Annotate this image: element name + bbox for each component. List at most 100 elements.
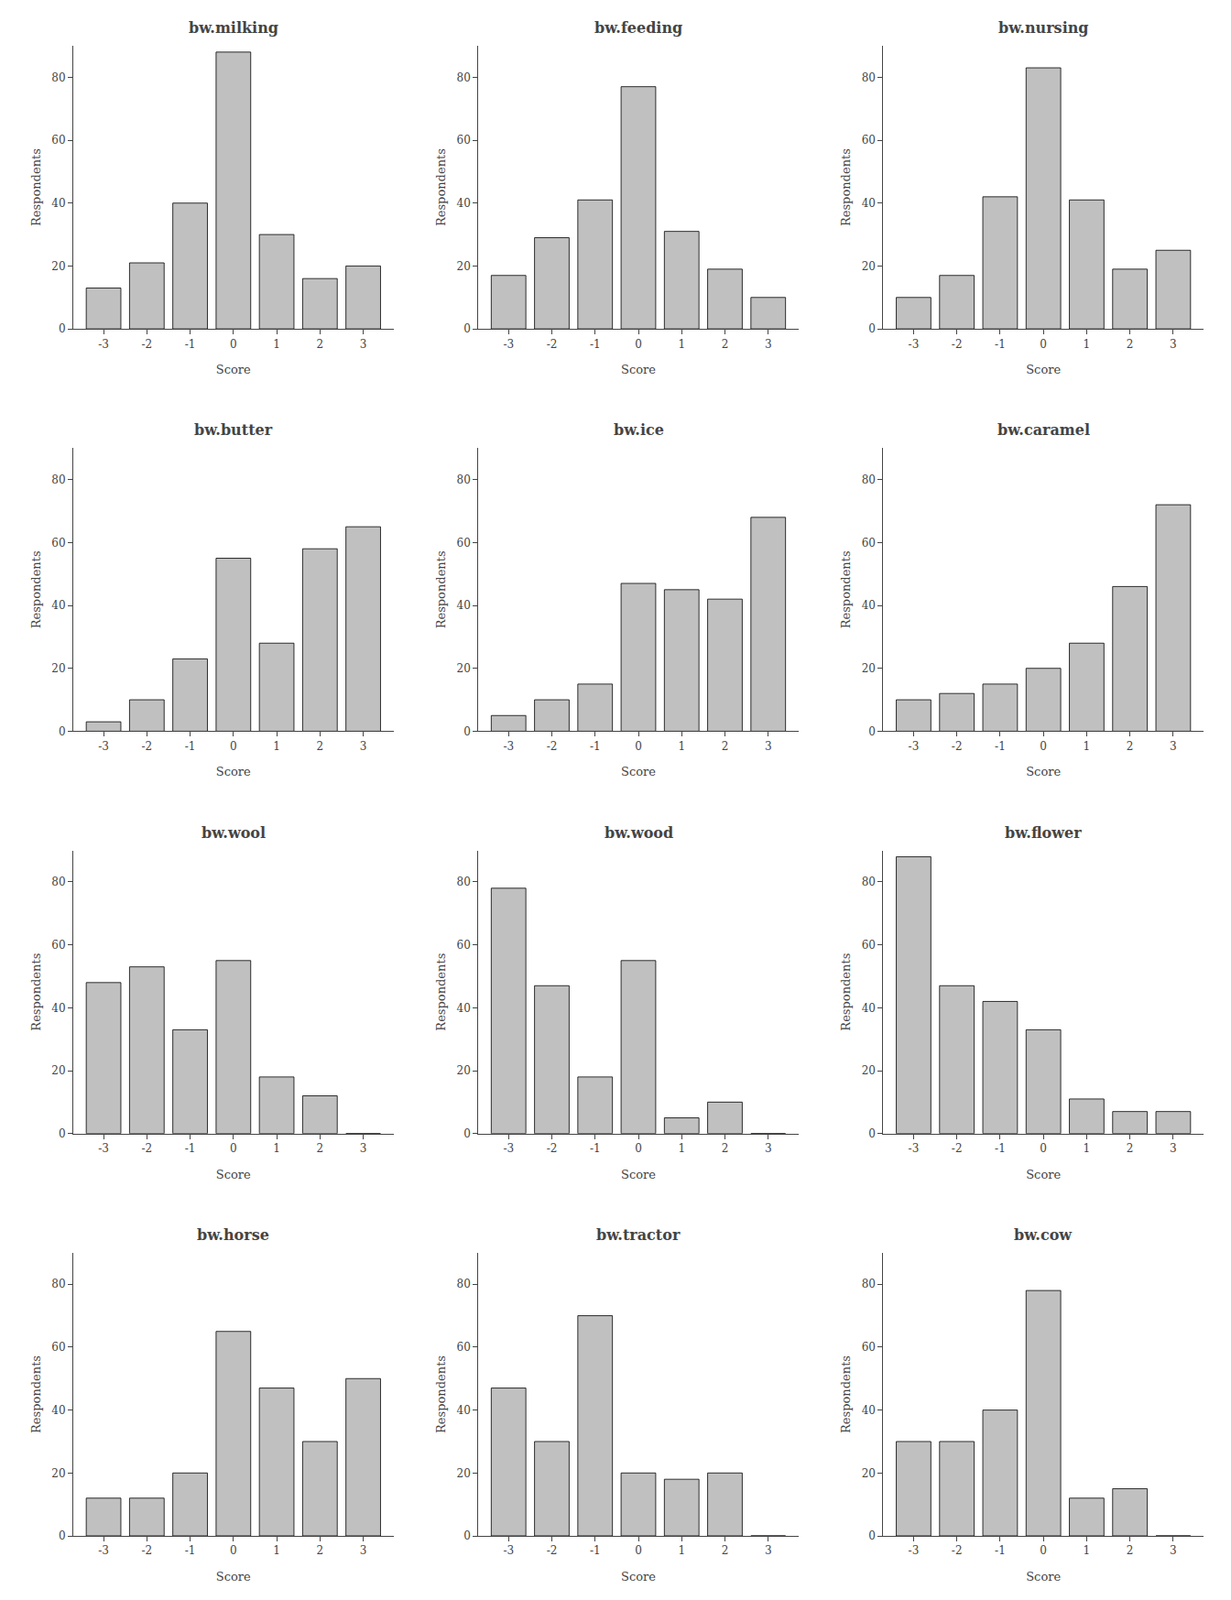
svg-text:0: 0: [229, 740, 238, 753]
svg-text:0: 0: [634, 1544, 643, 1558]
svg-text:20: 20: [861, 1064, 876, 1078]
svg-text:3: 3: [359, 1544, 368, 1558]
svg-text:2: 2: [315, 740, 324, 753]
svg-text:60: 60: [457, 1340, 471, 1354]
svg-text:0: 0: [229, 1142, 238, 1155]
svg-text:0: 0: [868, 322, 876, 336]
svg-text:-3: -3: [908, 337, 920, 351]
svg-text:bw.cow: bw.cow: [1013, 1226, 1073, 1244]
svg-text:0: 0: [634, 740, 643, 753]
svg-text:20: 20: [51, 1467, 66, 1481]
svg-text:0: 0: [58, 322, 66, 336]
svg-text:60: 60: [457, 938, 471, 952]
svg-text:80: 80: [457, 1277, 471, 1291]
svg-text:2: 2: [315, 337, 324, 351]
svg-text:Respondents: Respondents: [434, 1355, 448, 1434]
svg-text:0: 0: [868, 1529, 876, 1543]
svg-text:Score: Score: [216, 1569, 251, 1584]
svg-text:1: 1: [1083, 740, 1091, 753]
svg-text:80: 80: [861, 473, 876, 487]
svg-text:bw.wool: bw.wool: [201, 824, 266, 842]
svg-text:80: 80: [861, 1277, 876, 1291]
svg-text:3: 3: [764, 1544, 773, 1558]
svg-text:60: 60: [51, 133, 66, 147]
svg-text:40: 40: [861, 1002, 876, 1015]
svg-text:1: 1: [677, 337, 686, 351]
svg-text:20: 20: [457, 260, 471, 273]
svg-text:60: 60: [51, 1340, 66, 1354]
svg-text:3: 3: [764, 337, 773, 351]
svg-text:-3: -3: [908, 1544, 920, 1558]
svg-text:1: 1: [677, 1142, 686, 1155]
svg-text:40: 40: [457, 1404, 471, 1417]
svg-text:Score: Score: [1025, 1569, 1061, 1584]
svg-text:Score: Score: [620, 362, 656, 377]
svg-text:-1: -1: [589, 1544, 601, 1558]
svg-text:0: 0: [229, 337, 238, 351]
svg-text:Score: Score: [216, 764, 251, 779]
svg-text:2: 2: [721, 1142, 730, 1155]
svg-text:-1: -1: [185, 1544, 197, 1558]
svg-text:Respondents: Respondents: [434, 953, 448, 1032]
svg-text:0: 0: [1039, 1142, 1047, 1155]
svg-text:60: 60: [51, 536, 66, 550]
svg-text:-2: -2: [951, 1142, 963, 1155]
svg-text:3: 3: [359, 1142, 368, 1155]
svg-text:1: 1: [1083, 1544, 1091, 1558]
svg-text:-3: -3: [502, 1544, 514, 1558]
svg-text:1: 1: [272, 1142, 281, 1155]
svg-text:2: 2: [1126, 740, 1134, 753]
svg-text:1: 1: [272, 740, 281, 753]
svg-text:0: 0: [463, 725, 471, 739]
svg-text:Score: Score: [620, 1569, 656, 1584]
svg-text:bw.caramel: bw.caramel: [997, 421, 1090, 439]
svg-text:0: 0: [58, 725, 66, 739]
svg-text:80: 80: [51, 71, 66, 85]
svg-text:3: 3: [359, 337, 368, 351]
svg-text:-1: -1: [185, 1142, 197, 1155]
svg-text:Score: Score: [216, 1167, 251, 1182]
svg-text:Respondents: Respondents: [434, 148, 448, 227]
svg-text:-2: -2: [141, 740, 153, 753]
svg-text:-3: -3: [502, 740, 514, 753]
svg-text:bw.butter: bw.butter: [194, 421, 273, 439]
svg-text:bw.tractor: bw.tractor: [596, 1226, 681, 1244]
svg-text:Respondents: Respondents: [29, 148, 44, 227]
svg-text:bw.feeding: bw.feeding: [594, 19, 683, 37]
svg-text:40: 40: [51, 196, 66, 210]
svg-text:40: 40: [51, 1002, 66, 1015]
svg-text:40: 40: [51, 1404, 66, 1417]
svg-text:40: 40: [861, 196, 876, 210]
svg-text:-3: -3: [908, 740, 920, 753]
svg-text:2: 2: [1126, 1544, 1134, 1558]
svg-text:Score: Score: [620, 1167, 656, 1182]
svg-text:2: 2: [721, 337, 730, 351]
svg-text:Respondents: Respondents: [838, 148, 853, 227]
svg-text:bw.flower: bw.flower: [1004, 824, 1082, 842]
svg-text:0: 0: [868, 1127, 876, 1141]
svg-text:-1: -1: [589, 337, 601, 351]
svg-text:40: 40: [861, 599, 876, 612]
svg-text:20: 20: [457, 1064, 471, 1078]
svg-text:40: 40: [457, 1002, 471, 1015]
svg-text:40: 40: [457, 599, 471, 612]
svg-text:80: 80: [457, 473, 471, 487]
svg-text:60: 60: [51, 938, 66, 952]
svg-text:60: 60: [457, 536, 471, 550]
svg-text:80: 80: [51, 875, 66, 889]
svg-text:-1: -1: [589, 740, 601, 753]
svg-text:bw.milking: bw.milking: [188, 19, 279, 37]
svg-text:0: 0: [1039, 337, 1047, 351]
svg-text:3: 3: [1169, 337, 1177, 351]
svg-text:Score: Score: [1025, 1167, 1061, 1182]
svg-text:2: 2: [315, 1142, 324, 1155]
svg-text:60: 60: [861, 133, 876, 147]
svg-text:-2: -2: [951, 740, 963, 753]
svg-text:Score: Score: [1025, 362, 1061, 377]
svg-text:-3: -3: [908, 1142, 920, 1155]
svg-text:Score: Score: [216, 362, 251, 377]
svg-text:80: 80: [51, 473, 66, 487]
svg-text:80: 80: [51, 1277, 66, 1291]
svg-text:Respondents: Respondents: [434, 550, 448, 629]
svg-text:-3: -3: [98, 337, 109, 351]
